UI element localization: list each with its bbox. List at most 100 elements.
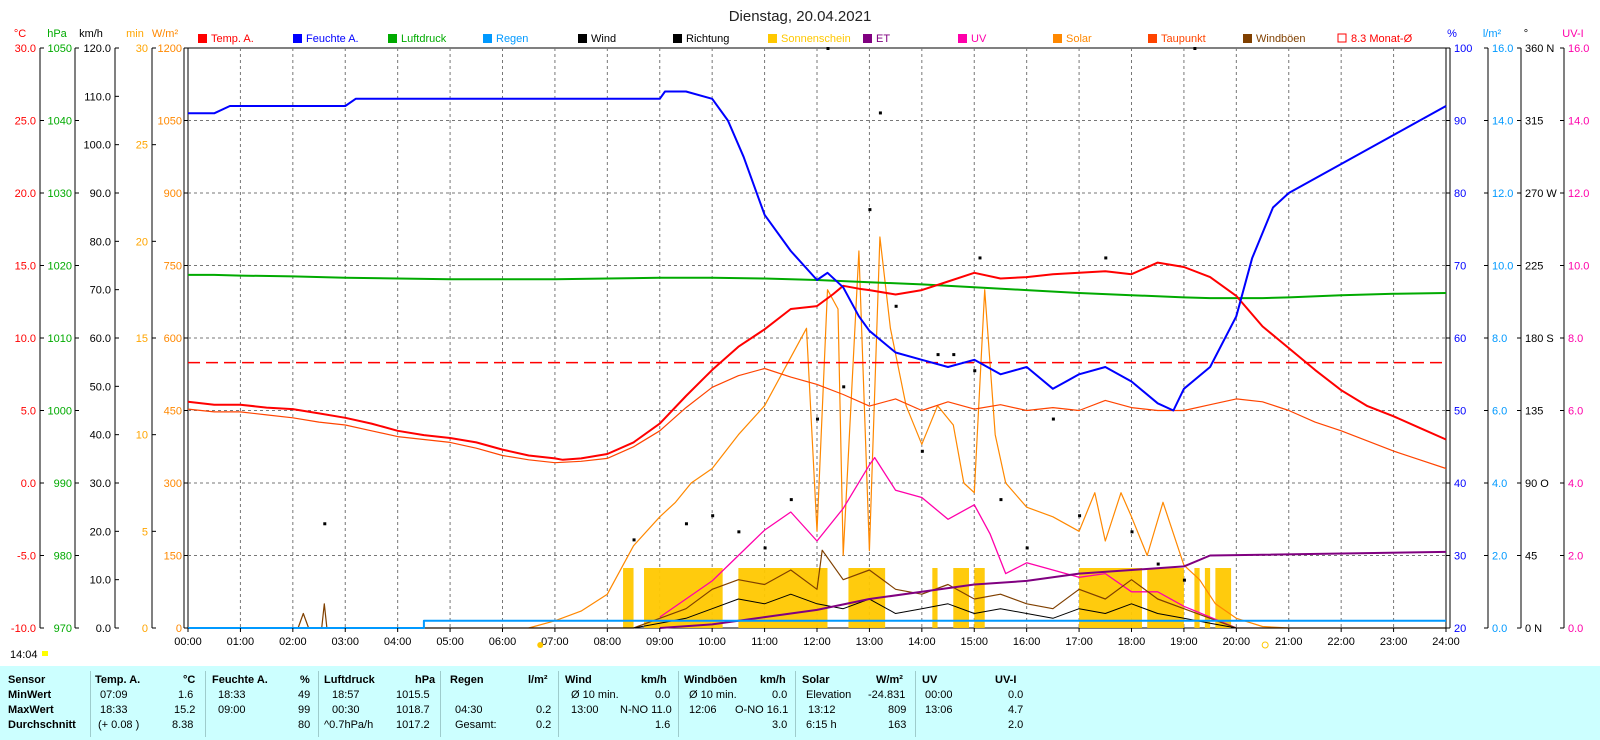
stats-wind-name: Wind — [565, 674, 592, 686]
direction-point — [936, 353, 940, 357]
stats-temp-max: 15.2 — [174, 704, 196, 716]
direction-point — [1156, 562, 1160, 566]
sun-axis-tick-label: 5 — [142, 526, 148, 538]
rain-axis-tick-label: 4.0 — [1492, 478, 1507, 490]
stats-temp-max-time: 18:33 — [100, 704, 128, 716]
legend-label: Windböen — [1256, 33, 1306, 45]
direction-point — [323, 522, 327, 526]
unit-sun-minutes: min — [126, 28, 144, 40]
stats-solar-min-label: Elevation — [806, 689, 852, 701]
stats-separator — [678, 671, 679, 737]
direction-point — [1182, 578, 1186, 582]
stats-wind-min: 0.0 — [655, 689, 671, 701]
direction-axis-tick-label: 90 O — [1525, 478, 1549, 490]
legend-swatch — [1053, 34, 1062, 43]
stats-hum-min: 49 — [298, 689, 311, 701]
sunshine-bar — [1204, 568, 1211, 628]
direction-point — [842, 385, 846, 389]
wind-axis-tick-label: 80.0 — [90, 236, 111, 248]
series-uv — [659, 456, 1237, 629]
legend-swatch — [1243, 34, 1252, 43]
series-wind — [188, 593, 1446, 629]
direction-point — [763, 546, 767, 550]
legend-swatch — [578, 34, 587, 43]
legend-label: Temp. A. — [211, 33, 254, 45]
chart-title: Dienstag, 20.04.2021 — [729, 8, 872, 25]
stats-temp-min: 1.6 — [178, 689, 194, 701]
stats-temp-avg-note: (+ 0.08 ) — [98, 719, 140, 731]
uv-axis-tick-label: 12.0 — [1568, 188, 1589, 200]
solar-axis-tick-label: 1200 — [158, 43, 182, 55]
direction-axis-tick-label: 45 — [1525, 551, 1537, 563]
wind-axis-tick-label: 30.0 — [90, 478, 111, 490]
rain-axis-tick-label: 0.0 — [1492, 623, 1507, 635]
stats-uv-avg: 2.0 — [1008, 719, 1024, 731]
rain-axis-tick-label: 6.0 — [1492, 406, 1507, 418]
x-tick-label: 05:00 — [436, 636, 464, 648]
uv-axis-tick-label: 4.0 — [1568, 478, 1583, 490]
axis-units: °C hPa km/h min W/m² % l/m² ° UV-I — [14, 28, 1584, 40]
legend: Temp. A. Feuchte A. Luftdruck Regen Wind Rich… — [198, 33, 1413, 45]
direction-point — [632, 538, 636, 542]
temp-axis-tick-label: 15.0 — [15, 261, 36, 273]
stats-press-min-time: 18:57 — [332, 689, 360, 701]
uv-axis-tick-label: 6.0 — [1568, 406, 1583, 418]
humidity-axis-tick-label: 100 — [1454, 43, 1472, 55]
current-time-marker — [42, 651, 48, 656]
direction-point — [1051, 417, 1055, 421]
x-tick-label: 17:00 — [1065, 636, 1093, 648]
sun-axis-tick-label: 20 — [136, 236, 148, 248]
pressure-axis-tick-label: 1010 — [48, 333, 72, 345]
legend-swatch — [863, 34, 872, 43]
stats-hum-max: 99 — [298, 704, 311, 716]
direction-point — [826, 47, 830, 50]
stats-rain-max-time: 04:30 — [455, 704, 483, 716]
stats-wind-min-label: Ø 10 min. — [571, 689, 619, 701]
direction-point — [1025, 546, 1029, 550]
legend-label: Wind — [591, 33, 616, 45]
series — [187, 47, 1447, 629]
solar-axis-tick-label: 0 — [176, 623, 182, 635]
stats-uv-max-time: 13:06 — [925, 704, 953, 716]
direction-axis-tick-label: 225 — [1525, 261, 1543, 273]
sun-axis-tick-label: 30 — [136, 43, 148, 55]
unit-pressure: hPa — [47, 28, 67, 40]
legend-swatch — [198, 34, 207, 43]
direction-axis-tick-label: 180 S — [1525, 333, 1554, 345]
x-tick-label: 06:00 — [489, 636, 517, 648]
pressure-axis-tick-label: 1040 — [48, 116, 72, 128]
weather-chart: Dienstag, 20.04.2021 Temp. A. Feuchte A. L… — [10, 8, 1590, 661]
stats-rain-max: 0.2 — [536, 704, 552, 716]
uv-axis-tick-label: 10.0 — [1568, 261, 1589, 273]
uv-axis-tick-label: 14.0 — [1568, 116, 1589, 128]
series-gusts — [188, 549, 1446, 629]
stats-solar-min: -24.831 — [868, 689, 906, 701]
temp-axis-tick-label: 30.0 — [15, 43, 36, 55]
series-dewpoint — [187, 367, 1447, 470]
legend-label: Solar — [1066, 33, 1092, 45]
x-tick-label: 21:00 — [1275, 636, 1303, 648]
stats-separator — [205, 671, 206, 737]
stats-wind-max: N-NO 11.0 — [620, 704, 672, 716]
stats-uv-name: UV — [922, 674, 938, 686]
uv-axis-tick-label: 0.0 — [1568, 623, 1583, 635]
legend-swatch — [1337, 33, 1347, 43]
pressure-axis-tick-label: 1030 — [48, 188, 72, 200]
stats-hum-unit: % — [300, 674, 310, 686]
x-tick-label: 15:00 — [960, 636, 988, 648]
stats-rain-avg-label: Gesamt: — [455, 719, 497, 731]
humidity-axis-tick-label: 90 — [1454, 116, 1466, 128]
pressure-axis-tick-label: 980 — [54, 551, 72, 563]
direction-point — [973, 369, 977, 373]
wind-axis-tick-label: 10.0 — [90, 575, 111, 587]
direction-point — [868, 208, 872, 212]
stats-press-unit: hPa — [415, 674, 436, 686]
direction-point — [789, 498, 793, 502]
stats-hum-avg: 80 — [298, 719, 311, 731]
temp-axis-tick-label: -10.0 — [11, 623, 36, 635]
stats-separator — [558, 671, 559, 737]
axes: 30.025.020.015.010.05.00.0-5.0-10.010501… — [11, 43, 1590, 635]
rain-axis-tick-label: 16.0 — [1492, 43, 1513, 55]
stats-header-min: MinWert — [8, 689, 52, 701]
sunshine-bar — [1215, 568, 1232, 628]
